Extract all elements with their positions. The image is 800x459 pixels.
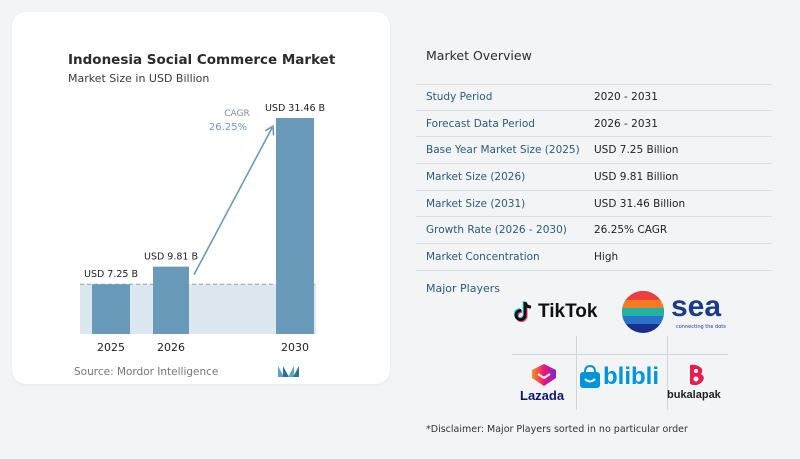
bukalapak-logo-icon [690, 364, 704, 386]
row-label: Market Size (2026) [426, 170, 526, 183]
row-label: Growth Rate (2026 - 2030) [426, 224, 567, 237]
bar [153, 266, 189, 334]
chart-subtitle: Market Size in USD Billion [68, 72, 210, 85]
cagr-arrow [193, 128, 272, 276]
row-label: Forecast Data Period [426, 117, 535, 130]
tiktok-wordmark: TikTok [538, 301, 598, 322]
table-row: Study Period 2020 - 2031 [416, 84, 772, 111]
market-overview-title: Market Overview [426, 48, 532, 63]
x-tick-label: 2025 [97, 341, 125, 354]
market-overview-table: Study Period 2020 - 2031 Forecast Data P… [416, 84, 772, 271]
lazada-wordmark: Lazada [520, 388, 565, 403]
players-divider [667, 336, 668, 410]
players-divider [576, 336, 577, 410]
chart-title: Indonesia Social Commerce Market [68, 52, 336, 68]
cagr-value: 26.25% [209, 122, 247, 133]
row-value: USD 7.25 Billion [594, 144, 679, 157]
x-tick-label: 2030 [281, 341, 309, 354]
tiktok-note-icon [514, 301, 532, 322]
blibli-wordmark: blibli [603, 363, 659, 390]
row-value: High [594, 250, 619, 263]
cagr-label: CAGR [224, 109, 250, 119]
table-row: Market Size (2026) USD 9.81 Billion [416, 164, 772, 191]
row-value: 26.25% CAGR [594, 224, 668, 237]
table-row: Forecast Data Period 2026 - 2031 [416, 111, 772, 138]
bar-data-label: USD 31.46 B [265, 103, 325, 114]
row-label: Base Year Market Size (2025) [426, 144, 580, 157]
table-row: Market Concentration High [416, 244, 772, 271]
sea-wordmark: sea [671, 290, 722, 323]
bar-data-label: USD 9.81 B [144, 252, 198, 263]
bar [92, 284, 130, 334]
sea-circle-logo-icon [622, 291, 664, 333]
disclaimer: *Disclaimer: Major Players sorted in no … [426, 424, 688, 435]
players-divider [512, 354, 728, 355]
bar-chart: USD 7.25 B 2025 USD 9.81 B 2026 USD 31.46 B 2… [80, 103, 325, 354]
table-row: Growth Rate (2026 - 2030) 26.25% CAGR [416, 217, 772, 245]
bar-data-label: USD 7.25 B [84, 269, 138, 280]
row-value: 2020 - 2031 [594, 91, 658, 104]
row-value: 2026 - 2031 [594, 117, 658, 130]
x-tick-label: 2026 [157, 341, 185, 354]
chart-source: Source: Mordor Intelligence [74, 366, 219, 378]
row-value: USD 31.46 Billion [594, 197, 686, 210]
table-row: Market Size (2031) USD 31.46 Billion [416, 191, 772, 218]
blibli-bag-logo-icon [580, 364, 600, 388]
bar [276, 118, 314, 334]
row-value: USD 9.81 Billion [594, 170, 679, 183]
row-label: Market Concentration [426, 250, 540, 263]
bukalapak-wordmark: bukalapak [667, 389, 721, 401]
table-row: Base Year Market Size (2025) USD 7.25 Bi… [416, 137, 772, 165]
tiktok-logo: TikTok [514, 300, 597, 324]
lazada-heart-logo-icon [532, 364, 556, 386]
row-label: Study Period [426, 91, 493, 104]
mordor-intelligence-logo-icon [278, 366, 299, 377]
row-label: Market Size (2031) [426, 197, 526, 210]
major-players-label: Major Players [426, 282, 500, 295]
sea-tagline: connecting the dots [676, 324, 726, 330]
